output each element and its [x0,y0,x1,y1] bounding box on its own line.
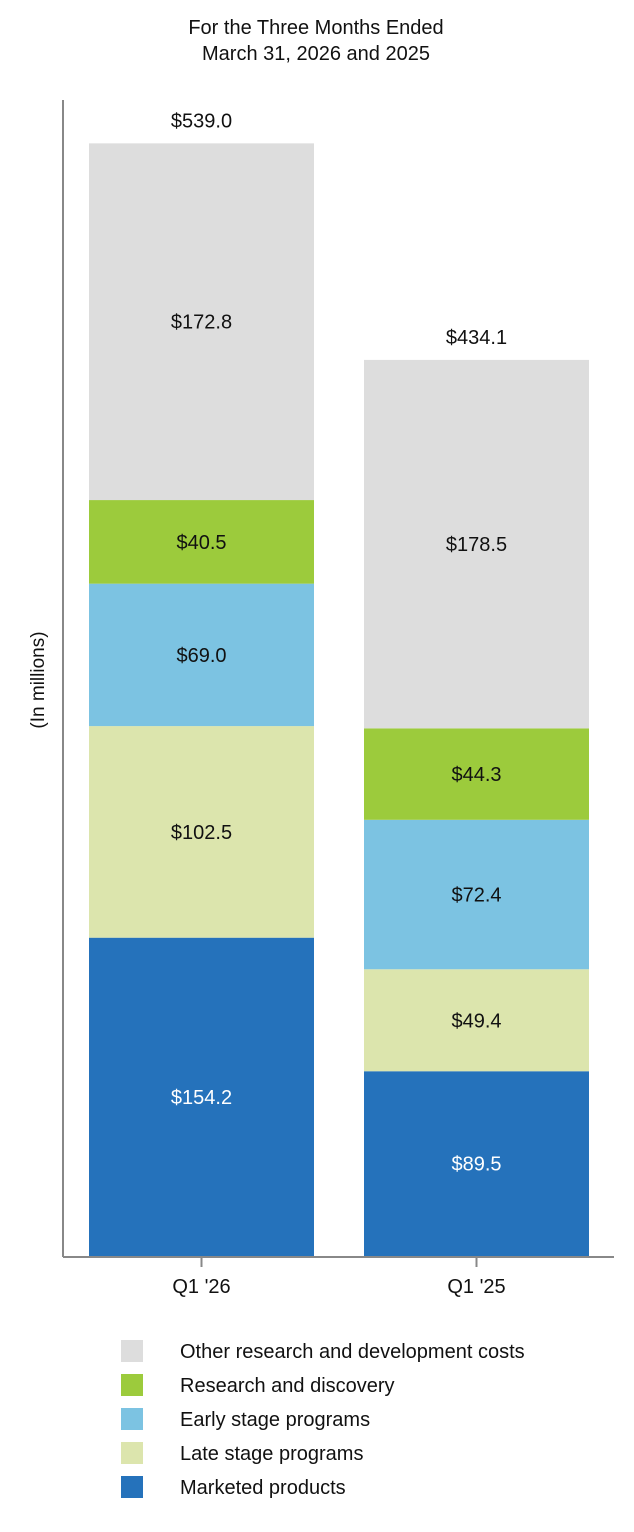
legend-swatch-late-stage-programs [121,1442,143,1464]
data-label-late-stage-programs-1: $49.4 [451,1010,501,1032]
data-label-other-research-and-development-costs-0: $172.8 [171,312,232,334]
total-label-0: $539.0 [171,110,232,132]
bar-segment-research-and-discovery-1 [364,728,589,820]
data-label-early-stage-programs-0: $69.0 [176,645,226,667]
legend-swatch-early-stage-programs [121,1408,143,1430]
bar-segment-marketed-products-1 [364,1071,589,1256]
legend: Other research and development costs Rese… [121,1340,525,1499]
legend-item-marketed-products: Marketed products [121,1476,346,1499]
bar-segment-other-research-and-development-costs-1 [364,359,589,729]
data-label-marketed-products-1: $89.5 [451,1154,501,1176]
chart-title-line-1: For the Three Months Ended [188,17,443,39]
bar-segment-marketed-products-0 [89,937,314,1256]
x-tick-label-0: Q1 '26 [172,1276,230,1298]
bars-group: $154.2 $102.5 $69.0 $40.5 $172.8 $539.0 $89.5 $… [89,110,589,1256]
legend-item-late-stage-programs: Late stage programs [121,1442,363,1465]
x-tick-label-1: Q1 '25 [447,1276,505,1298]
data-label-research-and-discovery-0: $40.5 [176,532,226,554]
data-label-early-stage-programs-1: $72.4 [451,885,501,907]
y-axis-label: (In millions) [28,631,49,728]
legend-label-research-and-discovery: Research and discovery [180,1375,395,1397]
bar-segment-late-stage-programs-1 [364,969,589,1072]
bar-segment-early-stage-programs-1 [364,819,589,970]
legend-swatch-research-and-discovery [121,1374,143,1396]
data-label-other-research-and-development-costs-1: $178.5 [446,534,507,556]
legend-label-marketed-products: Marketed products [180,1477,346,1499]
x-ticks-group: Q1 '26 Q1 '25 [172,1257,506,1298]
bar-segment-early-stage-programs-0 [89,583,314,727]
data-label-late-stage-programs-0: $102.5 [171,822,232,844]
bar-segment-other-research-and-development-costs-0 [89,143,314,501]
bar-segment-late-stage-programs-0 [89,726,314,938]
data-label-research-and-discovery-1: $44.3 [451,764,501,786]
chart-title: For the Three Months Ended March 31, 202… [188,17,443,65]
legend-label-other-research-and-development-costs: Other research and development costs [180,1341,525,1363]
legend-swatch-other-research-and-development-costs [121,1340,143,1362]
data-label-marketed-products-0: $154.2 [171,1087,232,1109]
legend-swatch-marketed-products [121,1476,143,1498]
bar-segment-research-and-discovery-0 [89,500,314,584]
legend-item-other-research-and-development-costs: Other research and development costs [121,1340,525,1363]
legend-label-early-stage-programs: Early stage programs [180,1409,370,1431]
total-label-1: $434.1 [446,327,507,349]
legend-label-late-stage-programs: Late stage programs [180,1443,363,1465]
legend-item-research-and-discovery: Research and discovery [121,1374,395,1397]
chart-title-line-2: March 31, 2026 and 2025 [202,43,430,65]
legend-item-early-stage-programs: Early stage programs [121,1408,370,1431]
